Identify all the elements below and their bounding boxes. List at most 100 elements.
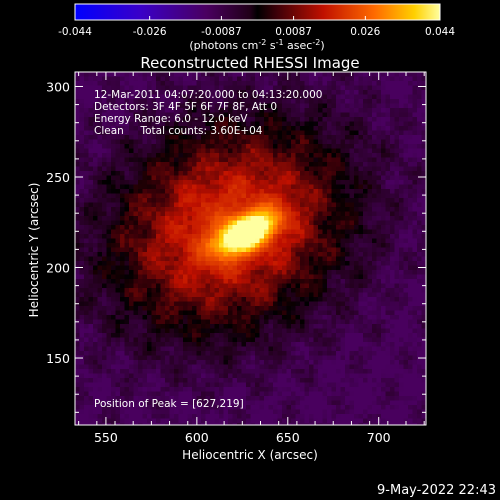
heatmap-cell — [282, 180, 287, 185]
heatmap-cell — [120, 81, 125, 86]
heatmap-cell — [142, 315, 148, 320]
heatmap-cell — [300, 364, 305, 370]
heatmap-cell — [174, 382, 179, 388]
heatmap-cell — [79, 166, 85, 172]
heatmap-cell — [183, 256, 188, 262]
heatmap-cell — [268, 355, 274, 361]
heatmap-cell — [93, 225, 98, 230]
heatmap-cell — [75, 193, 80, 199]
heatmap-cell — [214, 333, 220, 338]
heatmap-cell — [349, 391, 355, 397]
heatmap-cell — [106, 400, 112, 406]
heatmap-cell — [300, 148, 305, 154]
heatmap-cell — [291, 337, 296, 343]
heatmap-cell — [259, 121, 265, 127]
heatmap-cell — [120, 360, 125, 365]
heatmap-cell — [151, 171, 157, 176]
heatmap-cell — [318, 292, 323, 298]
heatmap-cell — [138, 198, 143, 203]
heatmap-cell — [282, 157, 287, 163]
heatmap-cell — [286, 360, 292, 365]
heatmap-cell — [120, 180, 125, 185]
heatmap-cell — [273, 360, 278, 365]
heatmap-cell — [179, 428, 184, 433]
heatmap-cell — [313, 148, 319, 154]
heatmap-cell — [286, 265, 292, 271]
heatmap-cell — [255, 81, 260, 86]
heatmap-cell — [264, 90, 269, 95]
heatmap-cell — [232, 396, 238, 401]
heatmap-cell — [336, 180, 341, 185]
heatmap-cell — [115, 229, 121, 235]
heatmap-cell — [75, 418, 80, 424]
heatmap-cell — [331, 292, 337, 298]
heatmap-cell — [232, 315, 238, 320]
heatmap-cell — [133, 247, 139, 253]
heatmap-cell — [295, 292, 301, 298]
heatmap-cell — [160, 256, 166, 262]
heatmap-cell — [192, 319, 197, 325]
heatmap-cell — [309, 369, 314, 374]
heatmap-cell — [295, 220, 301, 226]
heatmap-cell — [120, 369, 125, 374]
heatmap-cell — [331, 355, 337, 361]
heatmap-cell — [291, 355, 296, 361]
heatmap-cell — [129, 387, 134, 392]
heatmap-cell — [309, 355, 314, 361]
heatmap-cell — [219, 256, 224, 262]
heatmap-cell — [214, 279, 220, 284]
heatmap-cell — [232, 288, 238, 293]
heatmap-cell — [309, 292, 314, 298]
heatmap-cell — [331, 112, 337, 118]
heatmap-cell — [268, 405, 274, 410]
heatmap-cell — [169, 139, 175, 145]
heatmap-cell — [124, 121, 130, 127]
heatmap-cell — [228, 387, 233, 392]
heatmap-cell — [282, 355, 287, 361]
heatmap-cell — [304, 409, 310, 415]
heatmap-cell — [291, 414, 296, 419]
heatmap-cell — [277, 234, 283, 239]
heatmap-cell — [345, 279, 350, 284]
heatmap-cell — [111, 301, 116, 307]
heatmap-cell — [259, 72, 265, 77]
heatmap-cell — [75, 247, 80, 253]
heatmap-cell — [237, 238, 242, 244]
heatmap-cell — [169, 202, 175, 208]
heatmap-cell — [138, 256, 143, 262]
colorbar-tick-label: -0.026 — [133, 26, 167, 38]
heatmap-cell — [264, 207, 269, 212]
heatmap-cell — [255, 247, 260, 253]
heatmap-cell — [84, 130, 89, 136]
heatmap-cell — [304, 373, 310, 379]
heatmap-cell — [286, 319, 292, 325]
heatmap-cell — [196, 342, 202, 347]
heatmap-cell — [241, 324, 247, 329]
heatmap-cell — [129, 342, 134, 347]
heatmap-cell — [273, 414, 278, 419]
heatmap-cell — [250, 207, 256, 212]
heatmap-cell — [304, 351, 310, 356]
heatmap-cell — [237, 207, 242, 212]
heatmap-cell — [241, 139, 247, 145]
heatmap-cell — [79, 198, 85, 203]
heatmap-cell — [219, 288, 224, 293]
heatmap-cell — [268, 378, 274, 383]
heatmap-cell — [133, 315, 139, 320]
heatmap-cell — [219, 382, 224, 388]
heatmap-cell — [201, 81, 206, 86]
heatmap-cell — [160, 234, 166, 239]
heatmap-cell — [187, 360, 193, 365]
heatmap-cell — [102, 270, 107, 275]
heatmap-cell — [174, 162, 179, 167]
heatmap-cell — [142, 130, 148, 136]
heatmap-cell — [205, 288, 211, 293]
heatmap-cell — [84, 189, 89, 194]
heatmap-cell — [268, 297, 274, 302]
heatmap-cell — [111, 180, 116, 185]
heatmap-cell — [295, 315, 301, 320]
heatmap-cell — [151, 144, 157, 149]
heatmap-cell — [250, 315, 256, 320]
heatmap-cell — [133, 252, 139, 257]
heatmap-cell — [165, 99, 170, 104]
